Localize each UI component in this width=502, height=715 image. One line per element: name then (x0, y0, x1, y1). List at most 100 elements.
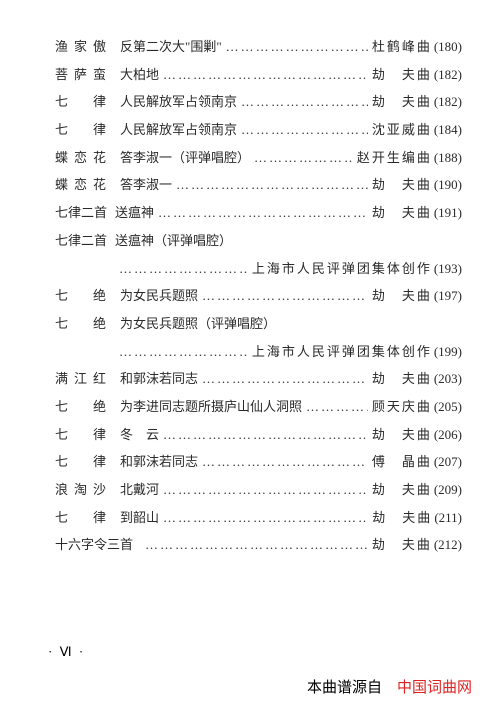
leader-dots: …………………………………………………… (163, 506, 368, 531)
toc-entry: 七 律人民解放军占领南京……………………………………………………劫 夫曲(182… (55, 90, 462, 115)
tune-name: 蝶恋花 (55, 173, 112, 198)
composer: 劫 夫曲 (372, 533, 432, 558)
page-number: (182) (434, 90, 462, 115)
toc-entry: ……………………………………………………上海市人民评弹团集体创作(193) (55, 257, 462, 282)
song-title: 反第二次大"围剿" (120, 35, 222, 60)
tune-name: 七 绝 (55, 284, 112, 309)
leader-dots: …………………………………………………… (119, 257, 248, 282)
song-title: 为女民兵题照 (120, 284, 198, 309)
tune-name: 渔家傲 (55, 35, 112, 60)
toc-entry: ……………………………………………………上海市人民评弹团集体创作(199) (55, 340, 462, 365)
leader-dots: …………………………………………………… (163, 423, 368, 448)
page-number-footer: · Ⅵ · (48, 644, 85, 660)
composer: 赵开生编曲 (357, 146, 432, 171)
page-number: (190) (434, 173, 462, 198)
leader-dots: …………………………………………………… (202, 367, 368, 392)
toc-entry: 渔家傲反第二次大"围剿"……………………………………………………杜鹤峰曲(180… (55, 35, 462, 60)
song-title: 大柏地 (120, 63, 159, 88)
toc-entry: 七 绝为李进同志题所摄庐山仙人洞照……………………………………………………顾天庆… (55, 395, 462, 420)
tune-name: 七 律 (55, 506, 112, 531)
composer: 劫 夫曲 (372, 284, 432, 309)
page-number: (212) (434, 533, 462, 558)
leader-dots: …………………………………………………… (254, 146, 353, 171)
toc-entry: 蝶恋花答李淑一……………………………………………………劫 夫曲(190) (55, 173, 462, 198)
toc-entry: 蝶恋花答李淑一（评弹唱腔）……………………………………………………赵开生编曲(1… (55, 146, 462, 171)
song-title: 和郭沫若同志 (120, 450, 198, 475)
toc-entry: 七律二首送瘟神（评弹唱腔） (55, 229, 462, 254)
source-site: 中国词曲网 (397, 680, 472, 696)
tune-name: 蝶恋花 (55, 146, 112, 171)
song-title: 送瘟神（评弹唱腔） (115, 229, 232, 254)
page-number: (184) (434, 118, 462, 143)
page-number: (182) (434, 63, 462, 88)
tune-name: 七 绝 (55, 312, 112, 337)
song-title: 人民解放军占领南京 (120, 118, 237, 143)
tune-name: 七 绝 (55, 395, 112, 420)
song-title: 冬 云 (120, 423, 159, 448)
toc-entry: 七 律和郭沫若同志……………………………………………………傅 晶曲(207) (55, 450, 462, 475)
leader-dots: …………………………………………………… (226, 35, 368, 60)
toc-entry: 七 绝为女民兵题照……………………………………………………劫 夫曲(197) (55, 284, 462, 309)
composer: 上海市人民评弹团集体创作 (252, 340, 432, 365)
song-title: 为李进同志题所摄庐山仙人洞照 (120, 395, 302, 420)
tune-name: 十六字令三首 (55, 533, 133, 558)
tune-name: 七律二首 (55, 201, 107, 226)
page-number: (206) (434, 423, 462, 448)
toc-entry: 菩萨蛮大柏地……………………………………………………劫 夫曲(182) (55, 63, 462, 88)
toc-entry: 七 律人民解放军占领南京……………………………………………………沈亚威曲(184… (55, 118, 462, 143)
leader-dots: …………………………………………………… (306, 395, 368, 420)
toc-entry: 七 绝为女民兵题照（评弹唱腔） (55, 312, 462, 337)
composer: 沈亚威曲 (372, 118, 432, 143)
page-number: (191) (434, 201, 462, 226)
leader-dots: …………………………………………………… (202, 450, 368, 475)
page-number: (203) (434, 367, 462, 392)
song-title: 北戴河 (120, 478, 159, 503)
leader-dots: …………………………………………………… (202, 284, 368, 309)
leader-dots: …………………………………………………… (163, 63, 368, 88)
composer: 劫 夫曲 (372, 90, 432, 115)
song-title: 答李淑一 (120, 173, 172, 198)
page-number: (207) (434, 450, 462, 475)
toc-entry: 七律二首送瘟神……………………………………………………劫 夫曲(191) (55, 201, 462, 226)
tune-name: 满江红 (55, 367, 112, 392)
leader-dots: …………………………………………………… (163, 478, 368, 503)
leader-dots: …………………………………………………… (119, 340, 248, 365)
tune-name: 菩萨蛮 (55, 63, 112, 88)
composer: 上海市人民评弹团集体创作 (252, 257, 432, 282)
leader-dots: …………………………………………………… (145, 533, 368, 558)
toc-entry: 七 律到韶山……………………………………………………劫 夫曲(211) (55, 506, 462, 531)
leader-dots: …………………………………………………… (241, 118, 368, 143)
leader-dots: …………………………………………………… (241, 90, 368, 115)
page-number: (209) (434, 478, 462, 503)
page-number: (197) (434, 284, 462, 309)
song-title: 和郭沫若同志 (120, 367, 198, 392)
tune-name: 七 律 (55, 450, 112, 475)
tune-name: 七 律 (55, 423, 112, 448)
page-number: (205) (434, 395, 462, 420)
source-label: 本曲谱源自 (307, 680, 397, 696)
composer: 杜鹤峰曲 (372, 35, 432, 60)
page-number: (193) (434, 257, 462, 282)
composer: 劫 夫曲 (372, 423, 432, 448)
song-title: 送瘟神 (115, 201, 154, 226)
composer: 傅 晶曲 (372, 450, 432, 475)
toc-entry: 满江红和郭沫若同志……………………………………………………劫 夫曲(203) (55, 367, 462, 392)
toc-entry: 七 律冬 云……………………………………………………劫 夫曲(206) (55, 423, 462, 448)
page-number: (180) (434, 35, 462, 60)
page-number: (211) (434, 506, 462, 531)
leader-dots: …………………………………………………… (176, 173, 368, 198)
song-title: 答李淑一（评弹唱腔） (120, 146, 250, 171)
tune-name: 七 律 (55, 118, 112, 143)
page-number: (199) (434, 340, 462, 365)
page-number: (188) (434, 146, 462, 171)
tune-name: 浪淘沙 (55, 478, 112, 503)
composer: 劫 夫曲 (372, 63, 432, 88)
tune-name: 七律二首 (55, 229, 107, 254)
composer: 劫 夫曲 (372, 506, 432, 531)
composer: 劫 夫曲 (372, 367, 432, 392)
leader-dots: …………………………………………………… (158, 201, 368, 226)
source-attribution: 本曲谱源自 中国词曲网 (307, 676, 472, 697)
toc-entry: 十六字令三首 ……………………………………………………劫 夫曲(212) (55, 533, 462, 558)
song-title: 人民解放军占领南京 (120, 90, 237, 115)
song-title: 为女民兵题照（评弹唱腔） (120, 312, 276, 337)
